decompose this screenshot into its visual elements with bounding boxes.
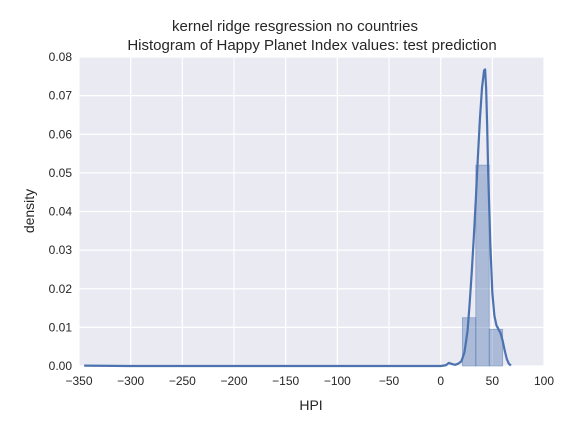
x-tick-label: 0: [437, 374, 444, 388]
x-tick-label: 100: [534, 374, 554, 388]
x-tick-label: 50: [486, 374, 500, 388]
histogram-bar: [488, 328, 504, 367]
x-tick-label: −350: [65, 374, 92, 388]
x-tick-label: −300: [117, 374, 144, 388]
y-tick-label: 0.01: [49, 320, 73, 334]
histogram-bar: [475, 164, 490, 367]
y-tick-label: 0.07: [49, 89, 73, 103]
x-tick-label: −50: [379, 374, 400, 388]
chart-subtitle: Histogram of Happy Planet Index values: …: [127, 37, 496, 54]
kde-curve: [84, 68, 512, 368]
y-axis-label: density: [21, 189, 37, 233]
y-tick-label: 0.05: [49, 166, 73, 180]
x-axis-label: HPI: [299, 397, 322, 413]
chart-title: kernel ridge resgression no countries: [172, 18, 418, 35]
y-tick-label: 0.04: [49, 205, 73, 219]
y-tick-label: 0.08: [49, 50, 73, 64]
x-tick-label: −200: [220, 374, 247, 388]
x-tick-label: −250: [169, 374, 196, 388]
y-axis-ticks: 0.00 0.01 0.02 0.03 0.04 0.05 0.06 0.07 0.08: [49, 50, 73, 373]
x-tick-label: −100: [324, 374, 351, 388]
y-tick-label: 0.00: [49, 359, 73, 373]
x-tick-label: −150: [272, 374, 299, 388]
y-tick-label: 0.06: [49, 127, 73, 141]
y-tick-label: 0.03: [49, 243, 73, 257]
y-tick-label: 0.02: [49, 282, 73, 296]
x-axis-ticks: −350 −300 −250 −200 −150 −100 −50 0 50 100: [65, 374, 554, 388]
